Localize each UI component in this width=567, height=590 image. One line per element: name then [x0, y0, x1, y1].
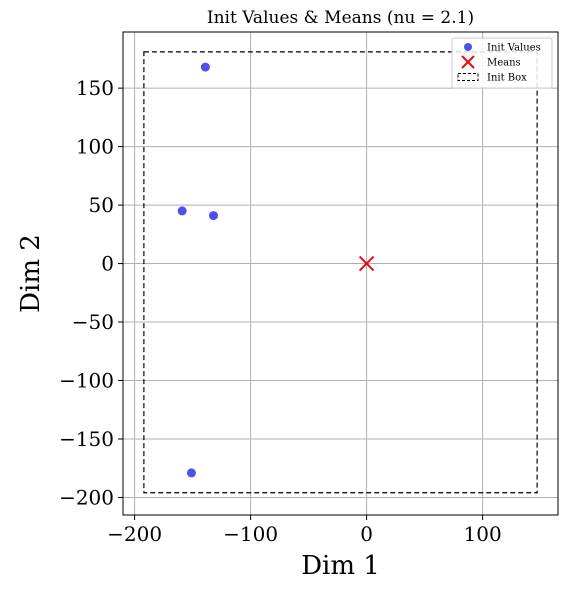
- init-box: [143, 51, 538, 494]
- axis-ticks: −200 −100 0 100 150 100 50 0 −50 −100 −150 −200: [59, 76, 502, 546]
- x-tick-label: 0: [360, 522, 373, 546]
- mean-marker-stroke: [358, 255, 375, 272]
- y-tick-label: 100: [76, 135, 114, 159]
- legend-box-swatch: [457, 73, 479, 81]
- y-tick-label: −200: [59, 485, 114, 509]
- y-tick-label: −150: [59, 427, 114, 451]
- init-value-point: [186, 468, 196, 478]
- init-value-point: [200, 62, 210, 72]
- x-tick-label: 100: [464, 522, 502, 546]
- legend-label: Init Values: [487, 43, 541, 54]
- legend-frame: [451, 37, 553, 89]
- x-axis-label: Dim 1: [301, 551, 380, 581]
- x-tick-label: −200: [107, 522, 162, 546]
- plot-content: [143, 51, 538, 494]
- y-axis-label: Dim 2: [16, 234, 46, 313]
- init-value-point: [208, 211, 218, 221]
- x-tick-label: −100: [223, 522, 278, 546]
- chart-title: Init Values & Means (nu = 2.1): [207, 8, 474, 28]
- y-tick-label: 50: [89, 193, 114, 217]
- mean-marker: [358, 255, 375, 272]
- legend-point-swatch: [464, 43, 472, 51]
- y-tick-label: 0: [101, 252, 114, 276]
- legend-label: Means: [487, 58, 521, 69]
- legend: Init Values Means Init Box: [451, 37, 553, 89]
- plot-frame: [122, 31, 559, 516]
- grid-lines: [123, 32, 558, 515]
- init-value-point: [177, 206, 187, 216]
- y-tick-label: −100: [59, 369, 114, 393]
- y-tick-label: 150: [76, 76, 114, 100]
- legend-mean-swatch: [461, 55, 475, 69]
- y-tick-label: −50: [72, 310, 114, 334]
- legend-label: Init Box: [487, 73, 527, 84]
